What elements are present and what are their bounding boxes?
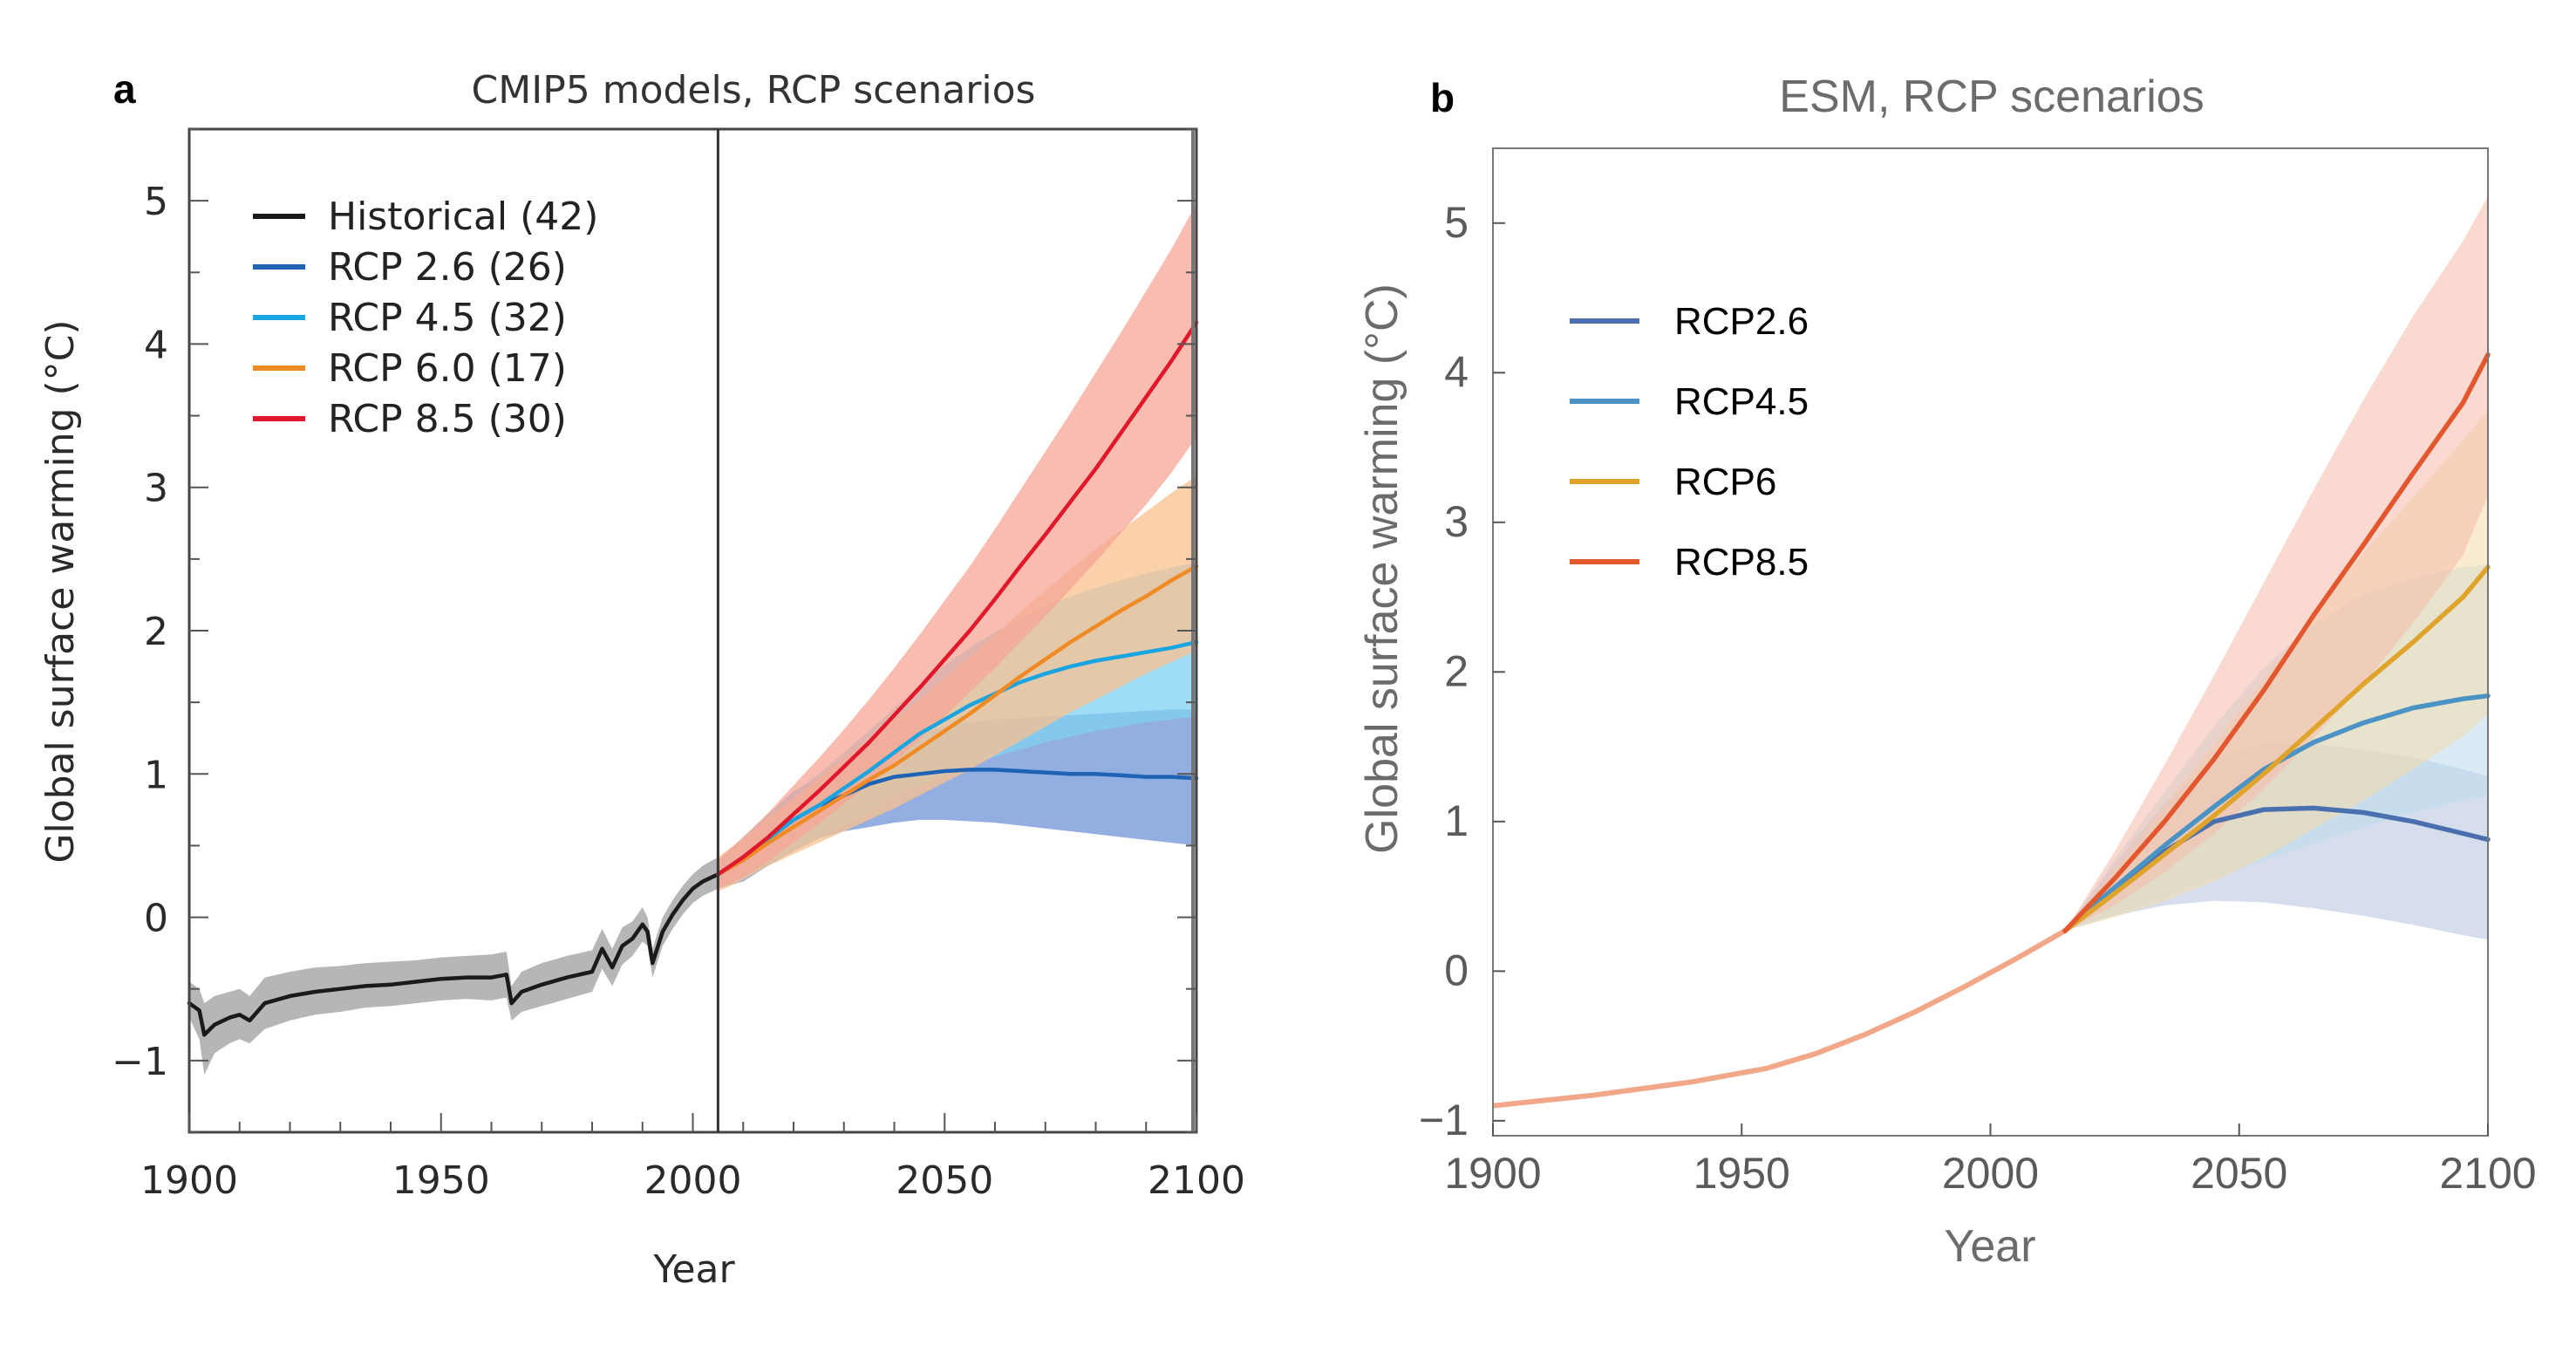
band-rcp-2-6-26 [718,709,1196,889]
panel-a-lines [187,320,1199,1037]
legend-label-rcp8-5: RCP8.5 [1674,541,1809,584]
series-line-rcp-8-5-30 [716,320,1199,877]
x-tick-label: 2000 [1942,1149,2039,1198]
y-tick-label: 4 [1444,347,1469,396]
series-line-history [1492,928,2067,1109]
legend-label-rcp2-6: RCP2.6 [1674,300,1809,343]
legend-label-rcp6: RCP6 [1674,461,1776,503]
panel-b: b ESM, RCP scenarios 1900 1950 2000 2050 210… [1357,72,2537,1272]
x-tick-label: 1900 [140,1158,238,1203]
panel-b-lines [1492,352,2491,1109]
series-line-rcp2-6 [2062,805,2491,933]
series-line-rcp-6-0-17 [716,563,1199,877]
y-tick-label: 2 [144,610,168,654]
panel-b-bands [2065,195,2488,940]
x-tick-label: 1900 [1444,1149,1541,1198]
legend-label-rcp-6-0-17: RCP 6.0 (17) [328,346,567,391]
series-line-rcp4-5 [2062,693,2491,933]
y-tick-label: 1 [1444,796,1469,845]
y-tick-label: −1 [112,1040,168,1084]
panel-b-ylabel: Global surface warming (°C) [1357,283,1407,854]
x-tick-label: 2000 [644,1158,742,1203]
y-tick-label: 5 [144,180,168,224]
panel-b-xlabel: Year [1944,1221,2035,1272]
series-line-rcp6 [2062,564,2491,933]
y-tick-label: 3 [1444,497,1469,546]
x-tick-label: 2100 [2439,1149,2536,1198]
y-tick-label: 0 [1444,946,1469,994]
y-tick-label: 4 [144,323,168,367]
x-tick-label: 1950 [1693,1149,1790,1198]
legend-label-historical-42: Historical (42) [328,195,598,239]
band-rcp-8-5-30 [718,203,1196,889]
panel-b-legend: RCP2.6 RCP4.5 RCP6 RCP8.5 [1570,300,1809,584]
series-line-rcp-4-5-32 [716,639,1199,877]
panel-a-legend: Historical (42) RCP 2.6 (26) RCP 4.5 (32) R… [253,195,598,441]
panel-b-ticks: 1900 1950 2000 2050 2100 −1 0 1 2 3 4 5 [1419,198,2537,1198]
y-tick-label: 5 [1444,198,1469,247]
x-tick-label: 1950 [392,1158,490,1203]
legend-label-rcp-4-5-32: RCP 4.5 (32) [328,296,567,340]
panel-b-title: ESM, RCP scenarios [1779,72,2204,122]
y-tick-label: 0 [144,897,168,941]
legend-label-rcp-8-5-30: RCP 8.5 (30) [328,397,567,441]
panel-a-ticks: 1900 1950 2000 2050 2100 −1 0 1 2 3 4 5 [112,128,1245,1203]
y-tick-label: 3 [144,467,168,511]
legend-label-rcp-2-6-26: RCP 2.6 (26) [328,245,567,290]
y-tick-label: 2 [1444,646,1469,695]
panel-a-xlabel: Year [652,1247,735,1292]
legend-label-rcp4-5: RCP4.5 [1674,380,1809,423]
series-line-historical-42 [187,872,720,1037]
panel-a-title: CMIP5 models, RCP scenarios [472,68,1036,113]
y-tick-label: −1 [1419,1096,1469,1144]
panel-b-letter: b [1430,75,1455,120]
x-tick-label: 2050 [2191,1149,2287,1198]
band-historical-42 [189,857,719,1076]
panel-a: a CMIP5 models, RCP scenarios 1900 1950 20… [38,66,1245,1292]
x-tick-label: 2100 [1148,1158,1245,1203]
band-rcp8-5 [2065,195,2488,931]
series-line-rcp8-5 [2062,352,2491,933]
panel-a-bands [189,203,1196,1076]
x-tick-label: 2050 [896,1158,993,1203]
panel-a-ylabel: Global surface warming (°C) [38,319,83,863]
panel-a-letter: a [113,66,136,112]
y-tick-label: 1 [144,753,168,797]
